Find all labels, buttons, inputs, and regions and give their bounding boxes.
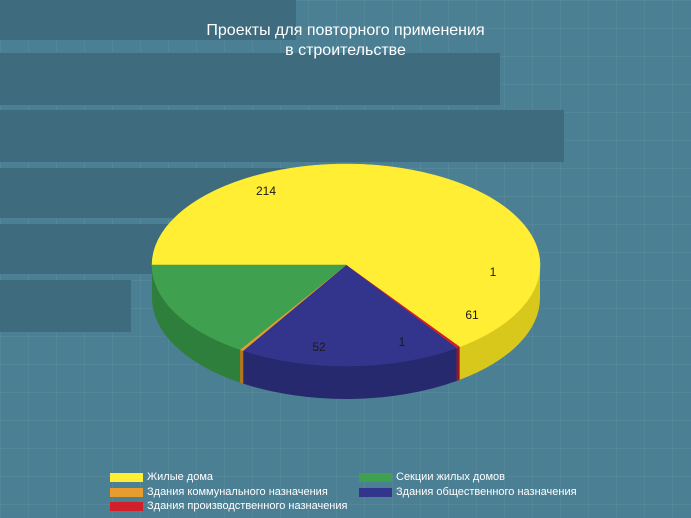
data-label-4: 1 <box>490 265 497 279</box>
data-label-1: 52 <box>312 340 326 354</box>
pie-side-2 <box>240 349 244 384</box>
chart-title-line-2: в строительстве <box>285 42 406 59</box>
pie-sides <box>152 265 540 400</box>
background-band <box>0 0 296 40</box>
background-band <box>0 53 500 105</box>
pie-side-1 <box>152 265 241 383</box>
data-label-2: 1 <box>399 335 406 349</box>
pie-slice-3 <box>242 264 458 367</box>
pie-side-4 <box>456 346 460 381</box>
pie-side-0 <box>459 265 540 380</box>
data-label-3: 61 <box>465 308 479 322</box>
chart-title-line-1: Проекты для повторного применения <box>206 22 485 39</box>
pie-slice-1 <box>151 264 347 350</box>
background-band <box>0 110 564 162</box>
pie-slice-0 <box>151 163 541 348</box>
chart-title: Проекты для повторного применения в стро… <box>0 21 691 61</box>
data-label-0: 214 <box>256 184 276 198</box>
pie-side-3 <box>243 347 457 400</box>
background-band <box>0 280 131 332</box>
pie-slices <box>151 163 541 367</box>
